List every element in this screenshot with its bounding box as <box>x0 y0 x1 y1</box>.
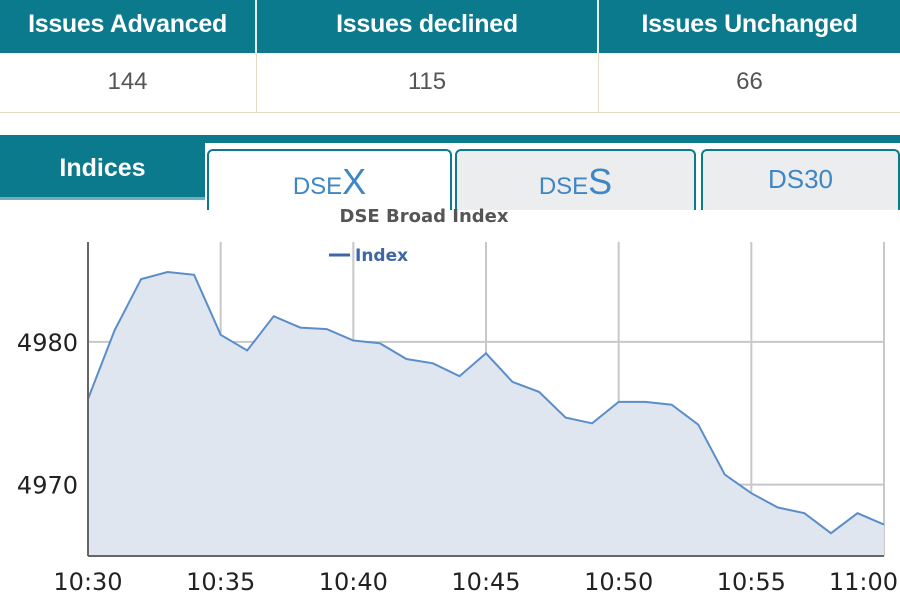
column-divider <box>598 53 599 112</box>
x-tick-label: 10:30 <box>53 568 122 596</box>
x-tick-label: 10:45 <box>451 568 520 596</box>
legend-label: Index <box>355 246 408 266</box>
tab-dses-suffix: S <box>588 161 613 202</box>
x-axis-ticks: 10:30 10:35 10:40 10:45 10:50 10:55 11:00 <box>53 568 898 596</box>
x-tick-label: 10:50 <box>584 568 653 596</box>
column-divider <box>255 0 257 53</box>
issues-value-row: 144 115 66 <box>0 53 900 113</box>
issues-advanced-header: Issues Advanced <box>28 10 227 38</box>
axes <box>87 242 884 557</box>
y-tick-label: 4970 <box>17 472 78 500</box>
index-area <box>88 272 884 556</box>
y-axis-ticks: 4970 4980 <box>17 329 78 500</box>
x-tick-label: 10:35 <box>186 568 255 596</box>
issues-advanced-value: 144 <box>107 68 148 95</box>
tab-bar-line <box>0 135 900 143</box>
indices-heading: Indices <box>0 135 205 197</box>
chart-title: DSE Broad Index <box>340 206 509 227</box>
indices-underline <box>0 197 205 200</box>
x-tick-label: 11:00 <box>829 568 898 596</box>
tab-dses[interactable]: DSES <box>455 149 696 210</box>
y-tick-label: 4980 <box>17 329 78 357</box>
tab-dsex-label: DSEX <box>293 161 366 203</box>
tab-dsex[interactable]: DSEX <box>207 149 452 210</box>
tab-dsex-suffix: X <box>342 161 367 202</box>
tab-ds30[interactable]: DS30 <box>701 149 900 210</box>
issues-unchanged-header: Issues Unchanged <box>641 10 858 38</box>
tab-ds30-label: DS30 <box>767 164 834 194</box>
x-tick-label: 10:55 <box>717 568 786 596</box>
issues-table: Issues Advanced Issues declined Issues U… <box>0 0 900 113</box>
column-divider <box>597 0 599 53</box>
dse-broad-index-chart: DSE Broad Index Index 10:30 10:35 10:40 10:… <box>17 206 898 596</box>
issues-unchanged-value: 66 <box>736 68 763 95</box>
issues-declined-value: 115 <box>407 68 447 95</box>
issues-declined-header: Issues declined <box>336 10 518 38</box>
issues-header-row: Issues Advanced Issues declined Issues U… <box>0 0 900 53</box>
index-line <box>87 270 885 535</box>
column-divider <box>256 53 257 112</box>
tab-dses-prefix: DSE <box>538 173 589 200</box>
x-tick-label: 10:40 <box>319 568 388 596</box>
tab-dsex-prefix: DSE <box>292 173 343 200</box>
tab-dses-label: DSES <box>539 161 612 203</box>
